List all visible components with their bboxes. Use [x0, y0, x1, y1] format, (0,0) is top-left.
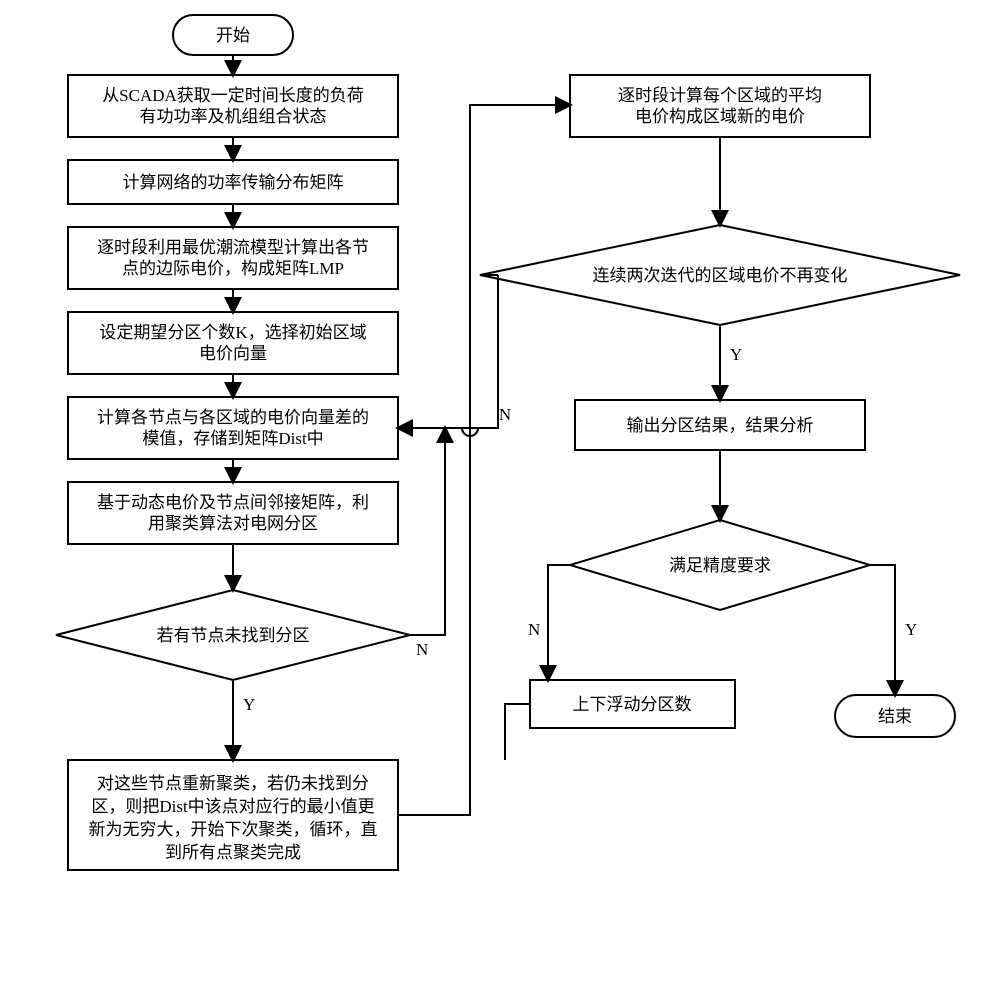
n4-line2: 电价向量: [199, 344, 267, 363]
node-n6: 基于动态电价及节点间邻接矩阵，利 用聚类算法对电网分区: [68, 482, 398, 544]
n7-line1: 对这些节点重新聚类，若仍未找到分: [97, 774, 369, 793]
node-n3: 逐时段利用最优潮流模型计算出各节 点的边际电价，构成矩阵LMP: [68, 227, 398, 289]
n5-line1: 计算各节点与各区域的电价向量差的: [97, 408, 369, 427]
d1-line1: 若有节点未找到分区: [157, 626, 310, 645]
n6-line1: 基于动态电价及节点间邻接矩阵，利: [97, 493, 369, 512]
node-n2: 计算网络的功率传输分布矩阵: [68, 160, 398, 204]
node-n4: 设定期望分区个数K，选择初始区域 电价向量: [68, 312, 398, 374]
n7-line4: 到所有点聚类完成: [165, 843, 301, 862]
d3-y-label: Y: [905, 620, 917, 639]
node-n7: 对这些节点重新聚类，若仍未找到分 区，则把Dist中该点对应行的最小值更 新为无…: [68, 760, 398, 870]
n8-line2: 电价构成区域新的电价: [635, 107, 805, 126]
node-d2: 连续两次迭代的区域电价不再变化: [480, 225, 960, 325]
d3-n-label-left: N: [528, 620, 540, 639]
d1-y-label: Y: [243, 695, 255, 714]
n4-line1: 设定期望分区个数K，选择初始区域: [99, 323, 366, 342]
n8-line1: 逐时段计算每个区域的平均: [618, 86, 822, 105]
n9-line1: 输出分区结果，结果分析: [627, 416, 814, 435]
flowchart: 开始 从SCADA获取一定时间长度的负荷 有功功率及机组组合状态 计算网络的功率…: [0, 0, 984, 1000]
node-n10: 上下浮动分区数: [530, 680, 735, 728]
d3-line1: 满足精度要求: [669, 556, 771, 575]
node-d1: 若有节点未找到分区: [56, 590, 410, 680]
end-label: 结束: [878, 707, 912, 726]
d2-line1: 连续两次迭代的区域电价不再变化: [593, 266, 848, 285]
n6-line2: 用聚类算法对电网分区: [148, 514, 318, 533]
node-d3: 满足精度要求: [570, 520, 870, 610]
d2-y-label: Y: [730, 345, 742, 364]
node-n5: 计算各节点与各区域的电价向量差的 模值，存储到矩阵Dist中: [68, 397, 398, 459]
node-start: 开始: [173, 15, 293, 55]
n1-line1: 从SCADA获取一定时间长度的负荷: [102, 86, 364, 105]
n2-line1: 计算网络的功率传输分布矩阵: [123, 173, 344, 192]
n1-line2: 有功功率及机组组合状态: [140, 107, 327, 126]
node-n9: 输出分区结果，结果分析: [575, 400, 865, 450]
n3-line1: 逐时段利用最优潮流模型计算出各节: [97, 238, 369, 257]
n5-line2: 模值，存储到矩阵Dist中: [142, 429, 323, 448]
start-label: 开始: [216, 26, 250, 45]
d1-n-label: N: [416, 640, 428, 659]
node-end: 结束: [835, 695, 955, 737]
n7-line3: 新为无穷大，开始下次聚类，循环，直: [89, 820, 378, 839]
node-n1: 从SCADA获取一定时间长度的负荷 有功功率及机组组合状态: [68, 75, 398, 137]
n3-line2: 点的边际电价，构成矩阵LMP: [122, 259, 344, 278]
n10-line1: 上下浮动分区数: [573, 695, 692, 714]
node-n8: 逐时段计算每个区域的平均 电价构成区域新的电价: [570, 75, 870, 137]
n7-line2: 区，则把Dist中该点对应行的最小值更: [91, 797, 374, 816]
d2-n-label: N: [499, 405, 511, 424]
